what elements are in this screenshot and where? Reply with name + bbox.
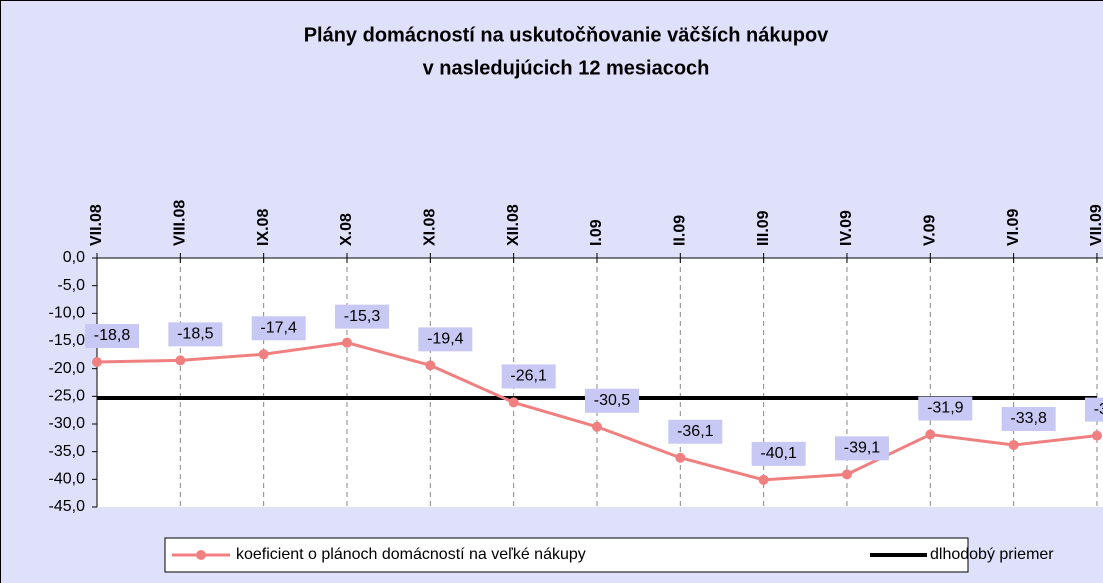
point: [508, 397, 519, 408]
point: [341, 337, 352, 348]
label-box: [85, 324, 139, 349]
label-box: [418, 327, 473, 352]
point: [591, 421, 602, 432]
legend-marker: [196, 550, 206, 560]
y-tick-label: -15,0: [49, 332, 86, 349]
label-box: [168, 322, 223, 347]
data-label: -18,8: [94, 327, 131, 344]
label-box: [751, 441, 806, 466]
data-label: -31,9: [927, 400, 964, 417]
x-tick-label: X.08: [338, 213, 355, 246]
y-tick-label: -10,0: [49, 305, 86, 322]
data-label: -18,5: [177, 326, 214, 343]
x-tick-label: VII.09: [1088, 204, 1103, 246]
data-label: -19,4: [427, 331, 464, 348]
label-box: [334, 304, 389, 329]
plot-area: [97, 258, 1103, 507]
label-box: [834, 436, 889, 461]
label-box: [668, 419, 723, 444]
x-tick-label: XII.08: [505, 204, 522, 246]
y-tick-label: -20,0: [49, 360, 86, 377]
x-tick-label: VIII.08: [172, 200, 189, 246]
data-label: -30,5: [594, 392, 631, 409]
y-tick-label: -40,0: [49, 471, 86, 488]
label-box: [1001, 407, 1056, 432]
data-label: -17,4: [260, 319, 297, 336]
legend-label: koeficient o plánoch domácností na veľké…: [236, 546, 586, 563]
x-tick-label: IV.09: [838, 210, 855, 246]
legend: [164, 537, 969, 573]
point: [841, 469, 852, 480]
label-box: [918, 396, 973, 421]
y-tick-label: -30,0: [49, 415, 86, 432]
data-label: -15,3: [344, 308, 381, 325]
point: [675, 452, 686, 463]
y-tick-label: -25,0: [49, 388, 86, 405]
chart-title: Plány domácností na uskutočňovanie väčší…: [304, 24, 829, 46]
y-tick-label: 0,0: [63, 249, 85, 266]
data-label: -26,1: [510, 368, 547, 385]
x-tick-label: I.09: [588, 219, 605, 246]
data-label: -39,1: [844, 440, 881, 457]
y-tick-label: -45,0: [49, 498, 86, 515]
y-tick-label: -35,0: [49, 443, 86, 460]
x-tick-label: XI.08: [422, 209, 439, 246]
point: [758, 474, 769, 485]
label-box: [251, 316, 306, 341]
point: [1091, 430, 1102, 441]
point: [92, 357, 102, 368]
point: [175, 355, 186, 366]
point: [925, 429, 936, 440]
x-tick-label: II.09: [672, 215, 689, 246]
label-box: [1084, 397, 1103, 422]
x-tick-label: VII.08: [88, 204, 105, 246]
x-tick-label: III.09: [755, 210, 772, 246]
label-box: [501, 364, 556, 389]
data-label: -32,1: [1094, 401, 1103, 418]
point: [258, 349, 269, 360]
chart-title: v nasledujúcich 12 mesiacoch: [423, 57, 710, 79]
data-label: -36,1: [677, 423, 714, 440]
x-tick-label: IX.08: [255, 209, 272, 246]
point: [1008, 440, 1019, 451]
x-tick-label: V.09: [922, 214, 939, 246]
x-tick-label: VI.09: [1005, 209, 1022, 246]
y-tick-label: -5,0: [57, 277, 85, 294]
legend-label: dlhodobý priemer: [930, 546, 1054, 563]
data-label: -40,1: [760, 445, 797, 462]
label-box: [584, 388, 639, 413]
point: [425, 360, 436, 371]
data-label: -33,8: [1010, 410, 1047, 427]
